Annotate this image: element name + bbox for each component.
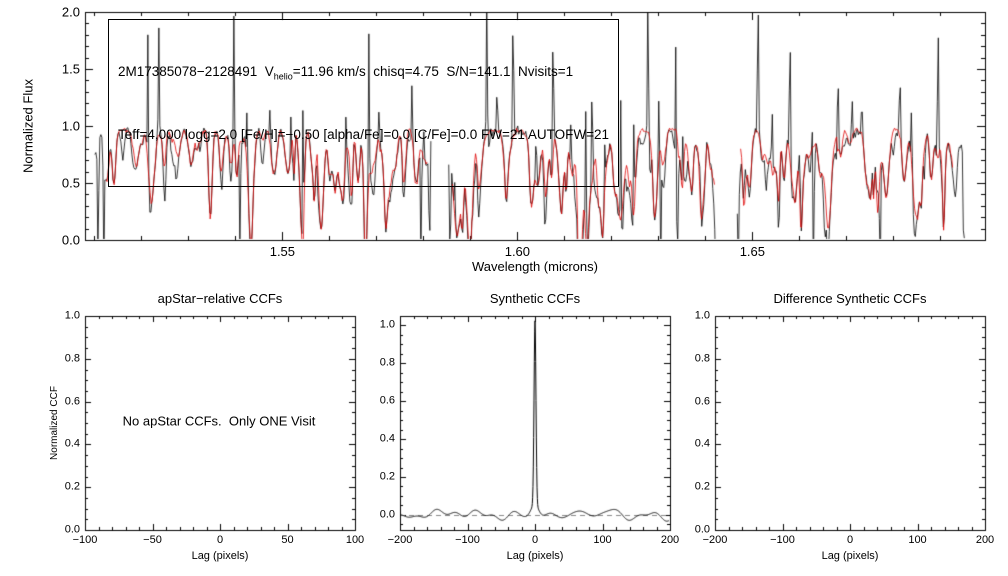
x-tick-label: 50	[281, 534, 294, 546]
x-tick-label: 1.60	[504, 244, 531, 259]
y-tick-label: 0.8	[64, 352, 80, 365]
x-tick-label: 100	[908, 534, 927, 546]
x-tick-label: −100	[770, 534, 795, 546]
x-tick-label: −200	[387, 534, 413, 546]
x-tick-label: 0	[216, 534, 224, 546]
annotation-line-2: Teff=4,000 logg=2.0 [Fe/H]=−0.50 [alpha/…	[118, 126, 610, 142]
spectrum-annotation-box: 2M17385078−2128491 Vhelio=11.96 km/s chi…	[108, 19, 620, 187]
y-tick-label: 1.0	[64, 309, 80, 322]
x-tick-label: −50	[143, 534, 162, 546]
x-tick-label: 100	[345, 534, 365, 546]
apstar-no-ccf-message: No apStar CCFs. Only ONE Visit	[122, 413, 316, 429]
difference-ccf-title: Difference Synthetic CCFs	[773, 291, 927, 306]
x-tick-label: 0	[846, 534, 854, 546]
y-tick-label: 0.5	[61, 175, 80, 191]
synthetic-x-axis-label: Lag (pixels)	[506, 550, 564, 562]
y-tick-label: 1.5	[61, 61, 80, 77]
x-tick-label: 100	[593, 534, 612, 546]
y-tick-label: 0.6	[379, 394, 395, 407]
y-tick-label: 0.4	[64, 437, 80, 450]
y-tick-label: 1.0	[61, 118, 80, 134]
x-tick-label: −100	[72, 534, 98, 546]
apstar-ccf-title: apStar−relative CCFs	[157, 291, 283, 306]
y-tick-label: 0.4	[694, 437, 710, 450]
x-tick-label: 1.65	[739, 244, 766, 259]
ccf-y-axis-label: Normalized CCF	[49, 386, 60, 460]
spectrum-y-axis-label: Normalized Flux	[20, 79, 36, 173]
y-tick-label: 1.0	[694, 309, 710, 322]
y-tick-label: 0.0	[64, 523, 80, 536]
x-tick-label: 1.55	[269, 244, 296, 259]
y-tick-label: 0.6	[694, 395, 710, 408]
x-tick-label: −100	[455, 534, 480, 546]
difference-x-axis-label: Lag (pixels)	[821, 550, 879, 562]
x-tick-label: 200	[660, 534, 680, 546]
annotation-line1-rest: =11.96 km/s chisq=4.75 S/N=141.1 Nvisits…	[292, 64, 574, 79]
synthetic-ccf-title: Synthetic CCFs	[489, 291, 581, 306]
y-tick-label: 0.8	[694, 352, 710, 365]
y-tick-label: 0.2	[694, 480, 710, 493]
y-tick-label: 0.0	[694, 523, 710, 536]
x-tick-label: −200	[702, 534, 728, 546]
y-tick-label: 0.8	[379, 356, 395, 369]
y-tick-label: 0.0	[379, 508, 395, 521]
vhelio-subscript: helio	[273, 71, 293, 82]
y-tick-label: 0.2	[379, 470, 395, 483]
spectrum-x-axis-label: Wavelength (microns)	[472, 259, 598, 274]
annotation-line-1: 2M17385078−2128491 Vhelio=11.96 km/s chi…	[118, 62, 609, 87]
x-tick-label: 0	[531, 534, 539, 546]
y-tick-label: 1.0	[379, 318, 395, 331]
apstar-x-axis-label: Lag (pixels)	[191, 550, 249, 562]
star-id-and-vhelio: 2M17385078−2128491 V	[118, 64, 274, 79]
y-tick-label: 0.6	[64, 395, 80, 408]
y-tick-label: 2.0	[61, 4, 80, 20]
y-tick-label: 0.2	[64, 480, 80, 493]
y-tick-label: 0.4	[379, 432, 395, 445]
x-tick-label: 200	[975, 534, 995, 546]
y-tick-label: 0.0	[61, 232, 80, 248]
